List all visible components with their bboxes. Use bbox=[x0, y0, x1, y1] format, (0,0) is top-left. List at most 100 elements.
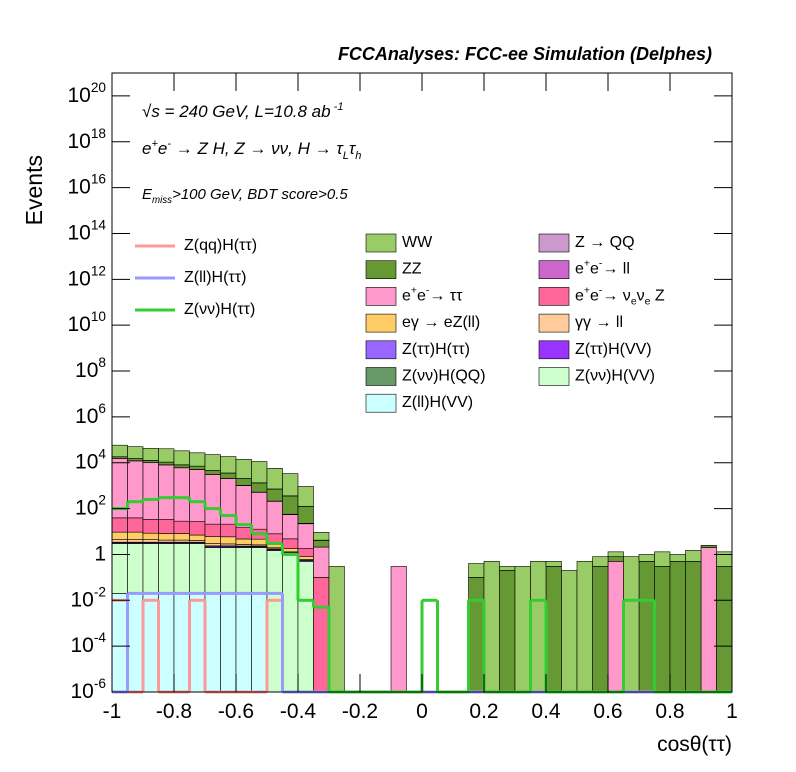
y-tick-label: 1 bbox=[94, 542, 106, 565]
y-tick-label: 10-2 bbox=[71, 584, 107, 610]
bar bbox=[313, 532, 330, 541]
bar bbox=[592, 556, 609, 567]
bar bbox=[111, 543, 128, 594]
bar bbox=[654, 551, 671, 567]
bar bbox=[282, 548, 299, 553]
bar bbox=[235, 485, 252, 528]
legend-label: Z(ττ)H(ττ) bbox=[402, 341, 470, 358]
bar bbox=[282, 495, 299, 515]
bar bbox=[111, 531, 128, 540]
bar bbox=[607, 561, 624, 693]
legend-label: eγ → eZ(ll) bbox=[402, 314, 480, 331]
bar bbox=[297, 556, 314, 560]
bar bbox=[235, 478, 252, 486]
legend-swatch bbox=[365, 260, 397, 280]
legend-label: Z(νν)H(ττ) bbox=[184, 301, 255, 318]
bar bbox=[700, 545, 717, 548]
bar bbox=[158, 533, 175, 541]
legend-label: e+e-→ ττ bbox=[402, 286, 463, 305]
bar bbox=[499, 570, 516, 693]
bar bbox=[592, 566, 609, 693]
bar bbox=[204, 474, 221, 525]
bar bbox=[313, 577, 330, 693]
legend-label: Z(ll)H(ττ) bbox=[184, 269, 246, 286]
bar bbox=[266, 488, 283, 502]
bar bbox=[251, 461, 268, 484]
bar bbox=[483, 561, 500, 693]
bar bbox=[235, 547, 252, 594]
x-tick-label: -0.6 bbox=[218, 700, 254, 723]
bar bbox=[142, 532, 159, 540]
bar bbox=[607, 556, 624, 562]
x-tick-label: 0.2 bbox=[469, 700, 498, 723]
bar bbox=[173, 520, 190, 534]
bar bbox=[220, 523, 237, 538]
bar bbox=[127, 458, 144, 462]
legend-swatch bbox=[538, 340, 570, 360]
bar bbox=[607, 551, 624, 557]
bar bbox=[158, 543, 175, 594]
legend-swatch bbox=[365, 233, 397, 253]
bar bbox=[669, 554, 686, 562]
bar bbox=[468, 563, 485, 578]
legend-label: WW bbox=[402, 234, 433, 251]
bar bbox=[468, 577, 485, 693]
bar bbox=[204, 536, 221, 544]
bar bbox=[142, 543, 159, 594]
bar bbox=[204, 470, 221, 475]
chart-title: FCCAnalyses: FCC-ee Simulation (Delphes) bbox=[338, 44, 712, 64]
bar bbox=[251, 593, 268, 693]
legend-swatch bbox=[538, 367, 570, 386]
legend-label: Z(νν)H(QQ) bbox=[402, 368, 486, 385]
legend-label: Z → QQ bbox=[575, 234, 635, 251]
annotation: √s = 240 GeV, L=10.8 ab -1 bbox=[142, 101, 344, 122]
bar bbox=[561, 570, 578, 693]
bar bbox=[142, 447, 159, 461]
bar bbox=[189, 593, 206, 693]
bar bbox=[251, 492, 268, 530]
bar bbox=[142, 593, 159, 693]
bar bbox=[220, 547, 237, 594]
y-tick-label: 1018 bbox=[67, 126, 106, 152]
bar bbox=[204, 454, 221, 471]
y-tick-label: 1020 bbox=[67, 80, 106, 106]
bar bbox=[623, 556, 640, 693]
legend-label: γγ → ll bbox=[575, 314, 623, 331]
bar bbox=[514, 566, 531, 693]
y-tick-label: 1016 bbox=[67, 172, 106, 198]
bar bbox=[251, 482, 268, 493]
plot-area bbox=[111, 444, 733, 694]
x-tick-label: 0.6 bbox=[593, 700, 622, 723]
legend-label: Z(ττ)H(VV) bbox=[575, 341, 652, 358]
bar bbox=[127, 460, 144, 519]
x-tick-label: -0.4 bbox=[280, 700, 317, 723]
bar bbox=[111, 444, 128, 458]
legend-swatch bbox=[365, 313, 397, 333]
bar bbox=[220, 593, 237, 693]
bar bbox=[220, 456, 237, 474]
bar bbox=[235, 527, 252, 540]
legend-swatch bbox=[538, 287, 570, 306]
bar bbox=[716, 566, 733, 693]
x-tick-label: -1 bbox=[103, 700, 122, 723]
x-tick-label: -0.8 bbox=[156, 700, 192, 723]
bar bbox=[545, 566, 562, 693]
bar bbox=[173, 464, 190, 468]
x-tick-label: 1 bbox=[726, 700, 738, 723]
bar bbox=[111, 593, 128, 693]
y-axis-label: Events bbox=[21, 155, 47, 225]
bar bbox=[158, 461, 175, 466]
y-tick-label: 10-4 bbox=[71, 630, 107, 656]
bar bbox=[158, 539, 175, 543]
legend-label: e+e-→ νeνe Z bbox=[575, 286, 665, 308]
bar bbox=[251, 538, 268, 546]
bar bbox=[297, 486, 314, 507]
bar bbox=[111, 517, 128, 533]
bar bbox=[142, 460, 159, 463]
legend-swatch bbox=[365, 340, 397, 360]
y-tick-label: 104 bbox=[75, 447, 106, 473]
bar bbox=[220, 478, 237, 525]
legend-swatch bbox=[538, 233, 570, 253]
bar bbox=[700, 547, 717, 693]
bar bbox=[685, 550, 702, 562]
